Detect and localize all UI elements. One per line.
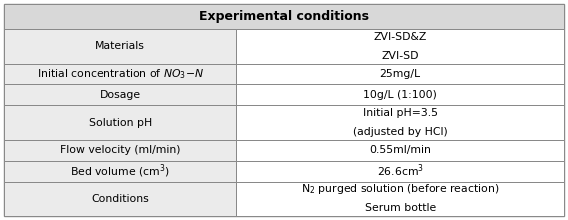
- Text: ZVI-SD: ZVI-SD: [382, 51, 419, 60]
- Bar: [236, 84, 564, 105]
- Text: ZVI-SD&Z: ZVI-SD&Z: [374, 32, 427, 42]
- Text: 25mg/L: 25mg/L: [379, 69, 421, 79]
- Text: 26.6cm$^3$: 26.6cm$^3$: [377, 163, 424, 179]
- Bar: [236, 105, 564, 140]
- Text: 10g/L (1:100): 10g/L (1:100): [364, 90, 437, 100]
- Text: N$_2$ purged solution (before reaction): N$_2$ purged solution (before reaction): [301, 182, 499, 196]
- Text: Flow velocity (ml/min): Flow velocity (ml/min): [60, 145, 181, 155]
- Text: Initial pH=3.5: Initial pH=3.5: [363, 108, 438, 118]
- Bar: [4, 64, 236, 84]
- Bar: [236, 64, 564, 84]
- Text: Dosage: Dosage: [99, 90, 141, 100]
- Bar: [4, 161, 236, 182]
- Bar: [236, 161, 564, 182]
- Text: 0.55ml/min: 0.55ml/min: [369, 145, 431, 155]
- Text: Serum bottle: Serum bottle: [365, 203, 436, 213]
- Text: Materials: Materials: [95, 41, 145, 51]
- Bar: [4, 84, 236, 105]
- Text: Experimental conditions: Experimental conditions: [199, 10, 369, 23]
- Text: Initial concentration of $\mathit{NO_3}$$-$$\mathit{N}$: Initial concentration of $\mathit{NO_3}$…: [37, 67, 204, 81]
- Text: (adjusted by HCl): (adjusted by HCl): [353, 127, 448, 137]
- Bar: [4, 29, 236, 64]
- Text: Bed volume (cm$^3$): Bed volume (cm$^3$): [70, 162, 170, 180]
- Bar: [4, 140, 236, 161]
- Bar: [236, 182, 564, 216]
- Bar: [4, 182, 236, 216]
- Text: Conditions: Conditions: [91, 194, 149, 204]
- Text: Solution pH: Solution pH: [89, 117, 152, 128]
- Bar: [4, 4, 564, 29]
- Bar: [4, 105, 236, 140]
- Bar: [236, 29, 564, 64]
- Bar: [236, 140, 564, 161]
